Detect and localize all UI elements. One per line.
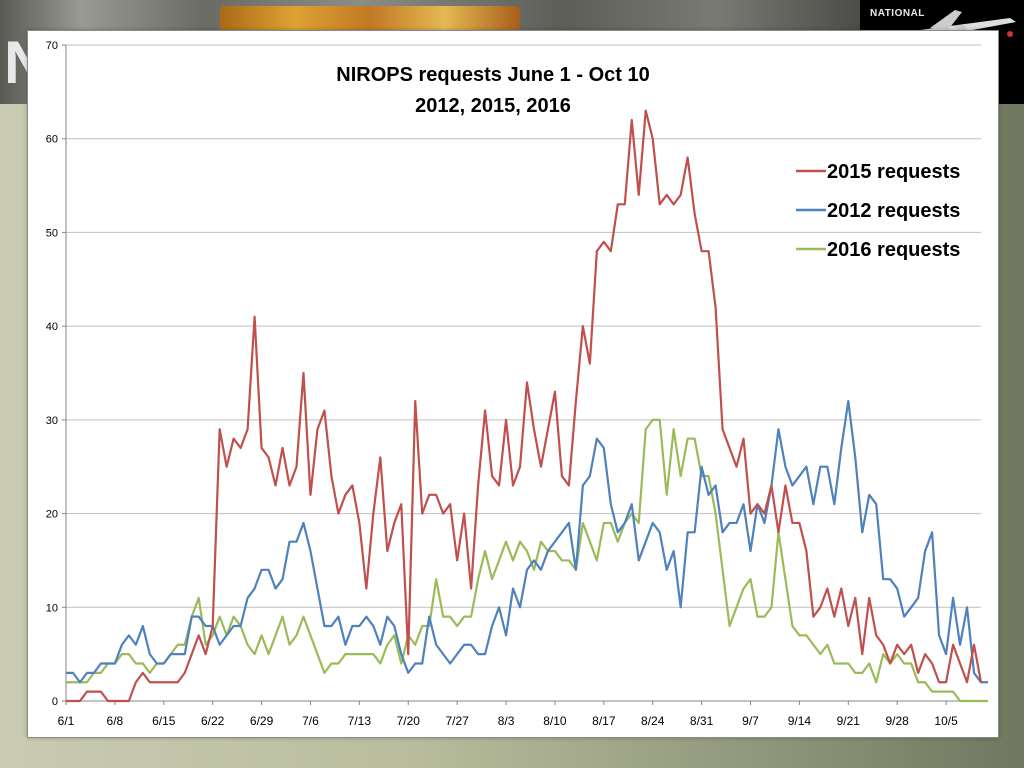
chart-subtitle: 2012, 2015, 2016: [415, 95, 571, 117]
line-chart: 0 10 20 30 40 50 60 70 6/1 6/8 6/15 6/22 6/29 7/6 7/1…: [46, 40, 988, 728]
x-axis-ticks: 6/1 6/8 6/15 6/22 6/29 7/6 7/13 7/20 7/27 8/3 8/10…: [58, 701, 958, 728]
x-tick-label: 7/13: [348, 714, 372, 728]
y-axis-ticks: 0 10 20 30 40 50 60 70: [46, 40, 67, 708]
x-tick-label: 9/21: [837, 714, 861, 728]
banner-national-logo: NATIONAL: [870, 8, 925, 19]
series-line-2016: [66, 418, 988, 703]
banner-fire-image: [220, 6, 520, 34]
y-tick-label: 60: [46, 134, 58, 146]
x-tick-label: 6/29: [250, 714, 274, 728]
grid-lines: [66, 44, 981, 702]
y-tick-label: 10: [46, 602, 58, 614]
x-tick-label: 9/14: [788, 714, 812, 728]
chart-title: NIROPS requests June 1 - Oct 10: [336, 64, 649, 86]
x-tick-label: 8/17: [592, 714, 616, 728]
series-line-2012: [66, 400, 988, 684]
legend: 2015 requests 2012 requests 2016 requests: [796, 161, 960, 261]
x-tick-label: 6/8: [107, 714, 124, 728]
y-tick-label: 20: [46, 509, 58, 521]
x-tick-label: 8/31: [690, 714, 714, 728]
x-tick-label: 7/6: [302, 714, 319, 728]
legend-label: 2016 requests: [827, 239, 960, 261]
legend-label: 2012 requests: [827, 200, 960, 222]
x-tick-label: 10/5: [934, 714, 958, 728]
y-tick-label: 50: [46, 227, 58, 239]
y-tick-label: 70: [46, 40, 58, 52]
y-tick-label: 0: [52, 696, 58, 708]
series-lines: [66, 109, 988, 703]
x-tick-label: 9/7: [742, 714, 759, 728]
x-tick-label: 7/20: [397, 714, 421, 728]
x-tick-label: 8/10: [543, 714, 567, 728]
legend-label: 2015 requests: [827, 161, 960, 183]
x-tick-label: 6/15: [152, 714, 176, 728]
y-tick-label: 40: [46, 321, 58, 333]
x-tick-label: 8/24: [641, 714, 665, 728]
x-tick-label: 8/3: [498, 714, 515, 728]
x-tick-label: 9/28: [886, 714, 910, 728]
x-tick-label: 6/22: [201, 714, 225, 728]
y-tick-label: 30: [46, 415, 58, 427]
x-tick-label: 7/27: [445, 714, 469, 728]
chart-panel: 0 10 20 30 40 50 60 70 6/1 6/8 6/15 6/22 6/29 7/6 7/1…: [27, 30, 999, 738]
series-line-2015: [66, 109, 983, 703]
x-tick-label: 6/1: [58, 714, 75, 728]
